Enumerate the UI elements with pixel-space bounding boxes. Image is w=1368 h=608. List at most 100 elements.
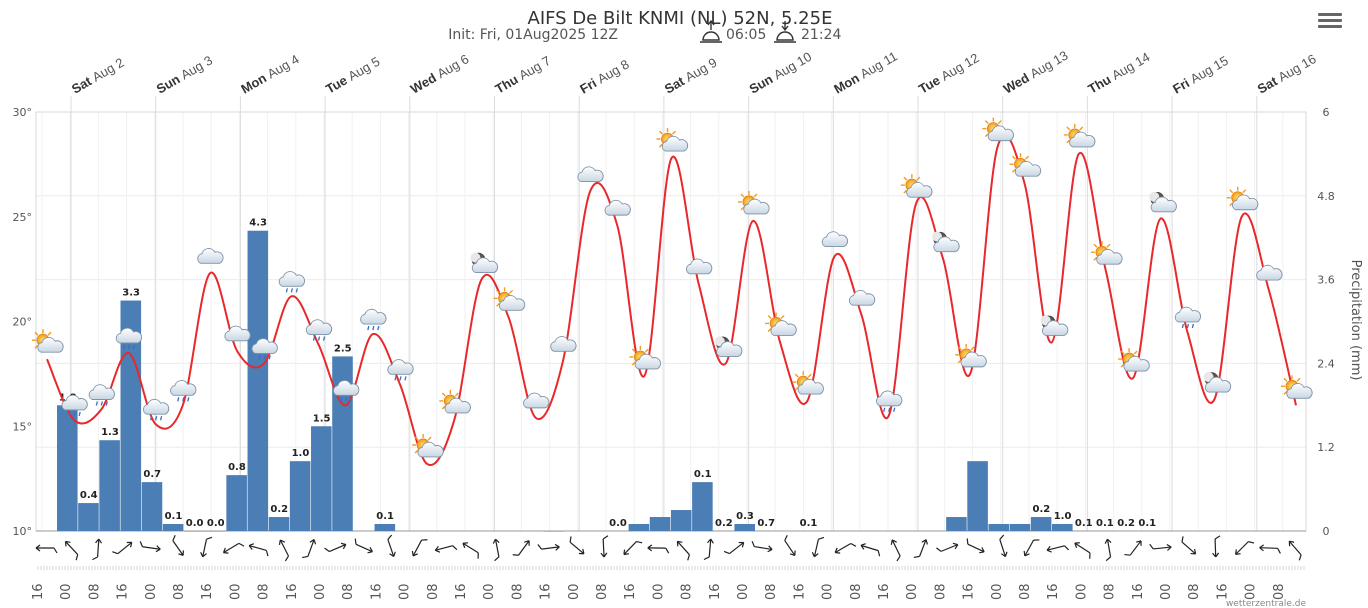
wind-barb-icon	[387, 534, 396, 558]
moon-cloud-icon	[1041, 315, 1068, 335]
precip-label: 0.0	[609, 518, 627, 529]
precip-label: 0.1	[1138, 518, 1156, 529]
hour-label: 08	[257, 583, 272, 600]
day-label: Mon Aug 11	[831, 48, 900, 96]
precip-bar	[1009, 524, 1031, 531]
precip-bar	[184, 531, 205, 532]
wind-barb-icon	[1023, 539, 1040, 557]
hour-label: 08	[510, 583, 525, 600]
right-tick-label: 3.6	[1317, 274, 1335, 287]
precip-bar	[289, 461, 311, 531]
day-label: Wed Aug 13	[1001, 48, 1071, 97]
wind-barb-icon	[600, 535, 609, 558]
right-tick-label: 2.4	[1317, 357, 1335, 370]
day-label: Thu Aug 7	[493, 53, 554, 97]
init-time: Init: Fri, 01Aug2025 12Z	[448, 27, 618, 43]
day-label: Thu Aug 14	[1085, 49, 1152, 96]
wind-barb-icon	[411, 539, 428, 557]
sun-cloud-icon	[412, 434, 443, 457]
hour-label: 00	[313, 583, 328, 600]
hour-label: 00	[567, 583, 582, 600]
wind-barb-icon	[569, 536, 585, 555]
precip-label: 0.1	[1096, 518, 1114, 529]
day-label: Mon Aug 4	[238, 51, 301, 96]
hour-label: 16	[708, 583, 723, 600]
precip-bar	[628, 524, 650, 531]
hour-label: 08	[1272, 583, 1287, 600]
precip-label: 0.0	[186, 518, 204, 529]
precip-bar	[226, 475, 247, 531]
precip-bar	[692, 482, 713, 531]
sun-cloud-icon	[765, 312, 796, 335]
wind-barb-icon	[248, 543, 269, 557]
moon-cloud-icon	[715, 336, 742, 356]
wind-barb-icon	[324, 542, 347, 553]
wind-barb-icon	[278, 539, 290, 562]
hour-label: 16	[539, 583, 554, 600]
sun-cloud-icon	[1009, 153, 1040, 176]
precip-label: 0.1	[800, 518, 818, 529]
hour-label: 00	[1244, 583, 1259, 600]
wind-barb-icon	[999, 534, 1008, 558]
wind-barb-icon	[200, 536, 213, 558]
wind-barb-icon	[623, 540, 643, 556]
wind-barb-icon	[751, 540, 773, 553]
right-tick-label: 0	[1323, 525, 1330, 538]
left-tick-label: 10°	[13, 525, 33, 538]
wind-barb-icon	[1046, 545, 1070, 553]
hamburger-menu-icon[interactable]	[1318, 10, 1342, 32]
precip-bar	[374, 524, 396, 531]
precip-label: 0.8	[228, 462, 246, 473]
cloud-icon	[197, 248, 224, 264]
right-tick-label: 6	[1323, 106, 1330, 119]
precip-bar	[120, 300, 142, 531]
hour-label: 00	[821, 583, 836, 600]
hour-label: 08	[595, 583, 610, 600]
precip-label: 0.1	[1075, 518, 1093, 529]
precip-bar	[332, 356, 353, 531]
day-label: Sun Aug 10	[747, 49, 815, 97]
wind-barb-icon	[1104, 538, 1112, 562]
precip-label: 0.7	[143, 469, 161, 480]
day-label: Sat Aug 2	[69, 55, 127, 97]
sun-cloud-icon	[982, 118, 1013, 141]
cloud-icon	[604, 199, 631, 216]
hour-label: 08	[933, 583, 948, 600]
precip-label: 0.2	[715, 518, 733, 529]
hour-label: 08	[1187, 583, 1202, 600]
cloud-icon	[1256, 264, 1283, 281]
hour-label: 00	[905, 583, 920, 600]
wind-barb-icon	[784, 535, 796, 557]
wind-barb-icon	[35, 544, 58, 554]
hour-label: 16	[877, 583, 892, 600]
precip-label: 0.2	[1117, 518, 1135, 529]
day-label: Fri Aug 15	[1170, 53, 1231, 97]
hour-label: 00	[59, 583, 74, 600]
hour-label: 00	[651, 583, 666, 600]
rain-cloud-icon	[171, 380, 196, 401]
wind-barb-icon	[966, 538, 985, 554]
precip-label: 1.5	[313, 413, 331, 424]
precip-bar	[543, 531, 565, 532]
day-label: Sun Aug 3	[154, 53, 215, 97]
cloud-icon	[577, 166, 604, 183]
wind-barb-icon	[302, 539, 317, 559]
hour-label: 16	[1046, 583, 1061, 600]
rain-cloud-icon	[1175, 307, 1200, 328]
wind-barb-icon	[1212, 535, 1221, 558]
hour-label: 00	[990, 583, 1005, 600]
hour-label: 08	[764, 583, 779, 600]
precip-label: 3.3	[122, 288, 140, 299]
wind-barb-icon	[172, 535, 184, 556]
hour-label: 16	[31, 583, 46, 600]
left-tick-label: 20°	[13, 316, 33, 329]
sun-cloud-icon	[32, 329, 63, 352]
wind-barb-icon	[462, 542, 479, 559]
credit-label: wetterzentrale.de	[1226, 599, 1307, 608]
wind-barb-icon	[913, 539, 928, 559]
sun-cloud-icon	[439, 390, 470, 413]
wind-barb-icon	[890, 539, 901, 562]
hour-label: 08	[172, 583, 187, 600]
wind-barb-icon	[1259, 544, 1281, 554]
precip-label: 1.0	[292, 448, 310, 459]
